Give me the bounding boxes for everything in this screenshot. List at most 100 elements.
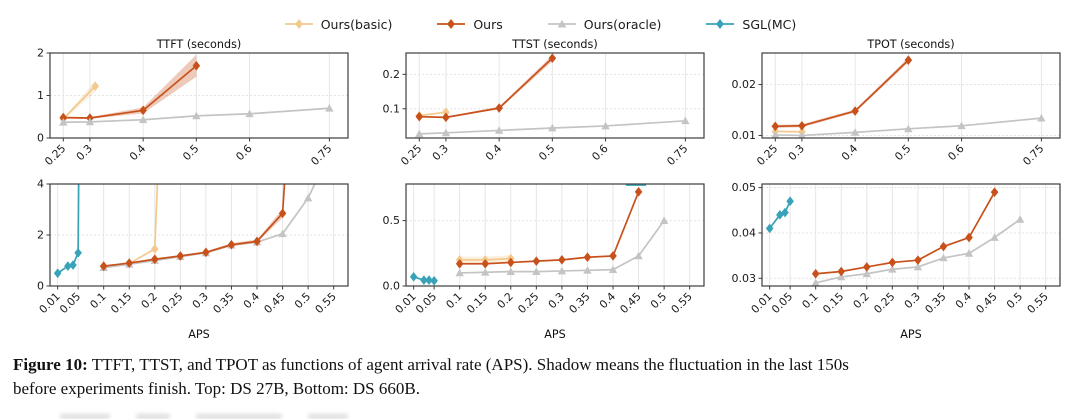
triangle-marker (325, 104, 334, 112)
triangle-marker (837, 272, 846, 281)
x-tick-label: 0.5 (648, 290, 669, 311)
x-tick-label: 0.15 (820, 290, 846, 316)
x-tick-label: 0.2 (495, 290, 516, 311)
triangle-marker (85, 117, 95, 126)
x-axis-label: APS (544, 328, 566, 341)
diamond-marker (837, 266, 846, 277)
tpot-top-plot: 0.25 0.3 0.4 0.5 0.6 0.75 0.01 0.02 TPOT (second… (732, 38, 1061, 168)
x-tick-label: 0.45 (261, 290, 287, 316)
x-tick-label: 0.3 (902, 290, 923, 311)
series-ours (59, 54, 201, 123)
diamond-marker (863, 262, 871, 272)
x-tick-label: 0.25 (42, 142, 68, 168)
triangle-marker (888, 265, 897, 273)
diamond-marker (771, 121, 780, 132)
diamond-marker (64, 261, 72, 271)
diamond-marker (176, 251, 185, 261)
legend-item-ours-basic-: Ours(basic) (284, 17, 392, 32)
diamond-marker (99, 261, 108, 271)
ttft-bottom-plot: 0.010.05 0.1 0.15 0.2 0.25 0.3 0.35 0.4 0.45 0.5 0… (37, 177, 349, 341)
y-tick-label: 2 (37, 229, 44, 242)
diamond-marker (851, 106, 859, 116)
x-tick-label: 0.75 (664, 142, 690, 168)
triangle-marker (557, 266, 567, 275)
axes-frame (405, 183, 705, 287)
diamond-legend-icon (706, 19, 735, 29)
diamond-marker (776, 209, 784, 220)
series-line (419, 119, 686, 135)
diamond-legend-icon (437, 19, 466, 29)
x-tick-label: 0.01 (749, 290, 775, 316)
y-tick-label: 4 (37, 178, 44, 191)
triangle-marker (634, 251, 643, 260)
legend-label: SGL(MC) (742, 16, 797, 32)
legend-item-sgl-mc-: SGL(MC) (705, 17, 796, 32)
triangle-marker (314, 177, 322, 180)
series-line (775, 130, 802, 133)
triangle-legend-icon (547, 19, 576, 28)
x-tick-label: 0.5 (292, 290, 313, 311)
x-tick-label: 0.6 (233, 142, 254, 163)
series-line (103, 184, 286, 267)
diamond-marker (415, 111, 424, 122)
x-tick-label: 0.5 (180, 142, 201, 163)
diamond-marker (939, 241, 948, 252)
cropped-text-fragment (60, 414, 110, 419)
series-ours (415, 53, 557, 123)
x-tick-label: 0.5 (1004, 290, 1025, 311)
series-line (103, 184, 159, 268)
y-tick-label: 1 (37, 89, 44, 102)
cropped-next-line (60, 414, 480, 419)
triangle-marker (862, 269, 871, 278)
x-tick-label: 0.3 (786, 142, 807, 163)
diamond-marker (202, 247, 210, 258)
x-tick-label: 0.15 (108, 290, 134, 316)
triangle-marker (850, 128, 860, 136)
axes-frame (405, 52, 705, 139)
series-group (59, 54, 334, 126)
diamond-marker (558, 255, 566, 265)
diamond-marker (716, 19, 725, 29)
x-tick-label: 0.15 (464, 290, 490, 316)
diamond-marker (609, 251, 617, 261)
series-line (63, 65, 197, 119)
caption-line-2: before experiments finish. Top: DS 27B, … (13, 379, 420, 398)
series-ours (771, 55, 913, 132)
series-ours (455, 187, 643, 269)
diamond-marker (91, 81, 100, 91)
axes-frame (761, 52, 1061, 139)
diamond-marker (227, 239, 236, 250)
series-sgl-mc- (765, 196, 794, 234)
triangle-marker (557, 19, 567, 28)
series-line (419, 111, 447, 117)
diamond-marker (888, 257, 897, 268)
triangle-marker (278, 229, 287, 238)
x-tick-label: 0.35 (210, 290, 236, 316)
cropped-text-fragment (136, 414, 170, 419)
triangle-marker (138, 115, 148, 124)
series-line (62, 85, 96, 120)
diamond-marker (583, 252, 592, 263)
legend-item-ours-oracle-: Ours(oracle) (547, 16, 662, 32)
plot-title: TPOT (seconds) (866, 38, 954, 51)
x-tick-label: 0.3 (430, 142, 451, 163)
gridlines (50, 183, 348, 286)
y-tick-label: 0.04 (732, 227, 757, 240)
diamond-marker (914, 255, 922, 265)
legend-label: Ours(oracle) (583, 16, 662, 32)
x-tick-label: 0.4 (597, 290, 618, 311)
caption-line-1: Figure 10: TTFT, TTST, and TPOT as funct… (13, 353, 1067, 377)
diamond-marker (447, 19, 456, 29)
series-group (409, 184, 669, 286)
y-tick-label: 0.03 (732, 272, 757, 285)
y-tick-label: 0 (37, 280, 44, 293)
triangle-marker (245, 109, 254, 118)
diamond-marker (990, 187, 999, 197)
series-line (103, 184, 316, 269)
figure-caption: Figure 10: TTFT, TTST, and TPOT as funct… (13, 353, 1067, 401)
cropped-text-fragment (308, 414, 348, 419)
chart-legend: Ours(basic) Ours Ours(oracle) SGL(MC) (0, 0, 1080, 35)
plot-title: TTFT (seconds) (156, 38, 242, 51)
x-tick-label: 0.05 (413, 290, 439, 316)
